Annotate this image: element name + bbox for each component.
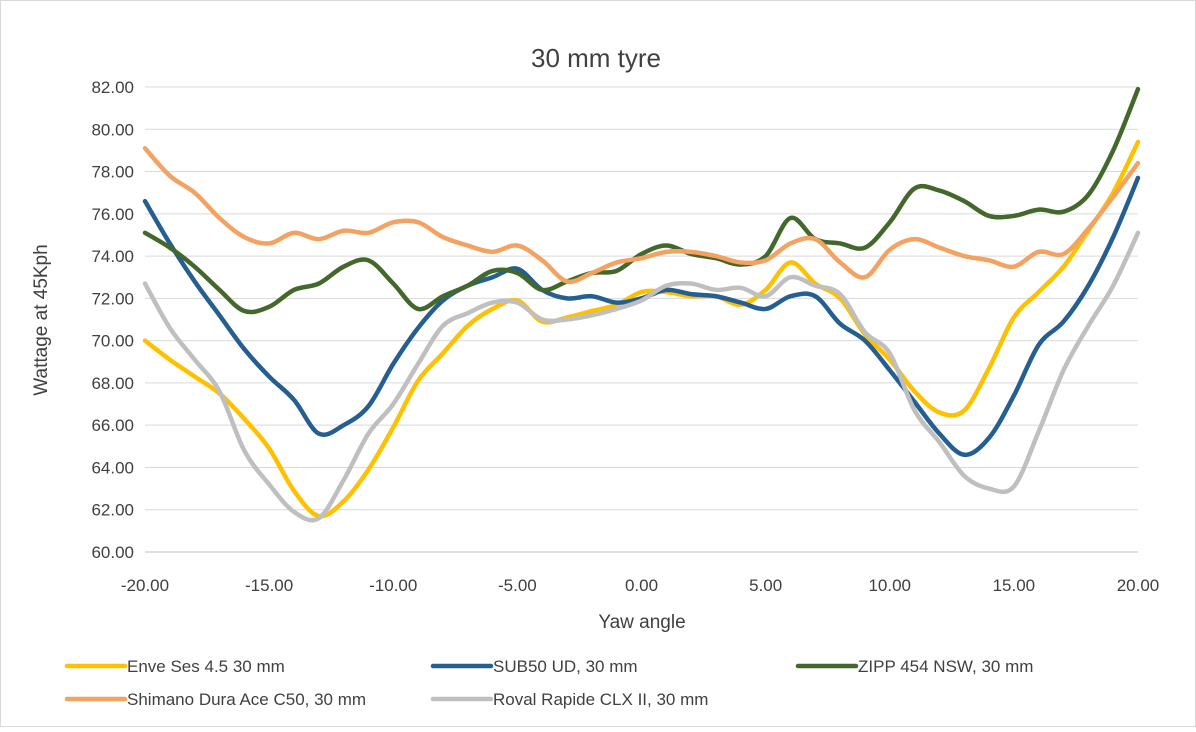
y-tick-labels: 60.00 62.00 64.00 66.00 68.00 70.00 72.00 74.00… [91, 78, 134, 562]
y-tick-label: 64.00 [91, 458, 134, 477]
y-tick-label: 66.00 [91, 416, 134, 435]
x-tick-label: -10.00 [369, 576, 417, 595]
x-tick-label: -20.00 [121, 576, 169, 595]
legend-label: Enve Ses 4.5 30 mm [127, 657, 285, 676]
x-tick-label: 0.00 [625, 576, 658, 595]
legend-item: ZIPP 454 NSW, 30 mm [795, 657, 1033, 676]
legend-label: SUB50 UD, 30 mm [493, 657, 638, 676]
x-tick-label: 15.00 [993, 576, 1036, 595]
x-tick-label: -15.00 [245, 576, 293, 595]
series-line [142, 146, 1141, 285]
y-tick-label: 62.00 [91, 501, 134, 520]
legend-label: ZIPP 454 NSW, 30 mm [858, 657, 1033, 676]
legend: Enve Ses 4.5 30 mm SUB50 UD, 30 mm ZIPP 45… [64, 657, 1033, 709]
y-tick-label: 60.00 [91, 543, 134, 562]
y-tick-label: 70.00 [91, 332, 134, 351]
x-tick-label: 5.00 [749, 576, 782, 595]
legend-item: SUB50 UD, 30 mm [430, 657, 638, 676]
series-line [142, 139, 1141, 519]
legend-label: Roval Rapide CLX II, 30 mm [493, 690, 708, 709]
y-tick-label: 68.00 [91, 374, 134, 393]
y-tick-label: 72.00 [91, 289, 134, 308]
legend-item: Roval Rapide CLX II, 30 mm [430, 690, 708, 709]
y-tick-label: 82.00 [91, 78, 134, 97]
x-tick-label: 10.00 [868, 576, 911, 595]
chart-title: 30 mm tyre [531, 43, 661, 73]
y-tick-label: 80.00 [91, 120, 134, 139]
y-tick-label: 74.00 [91, 247, 134, 266]
y-axis-label: Wattage at 45Kph [31, 244, 52, 395]
series-lines [142, 86, 1141, 523]
y-tick-label: 78.00 [91, 163, 134, 182]
series-line [142, 230, 1141, 523]
legend-item: Enve Ses 4.5 30 mm [64, 657, 285, 676]
x-axis-label: Yaw angle [598, 612, 685, 633]
x-tick-label: -5.00 [498, 576, 537, 595]
legend-item: Shimano Dura Ace C50, 30 mm [64, 690, 366, 709]
legend-label: Shimano Dura Ace C50, 30 mm [127, 690, 366, 709]
x-tick-label: 20.00 [1117, 576, 1160, 595]
series-line [142, 86, 1141, 315]
y-tick-label: 76.00 [91, 205, 134, 224]
x-tick-labels: -20.00 -15.00 -10.00 -5.00 0.00 5.00 10.00 15.0… [121, 576, 1159, 595]
